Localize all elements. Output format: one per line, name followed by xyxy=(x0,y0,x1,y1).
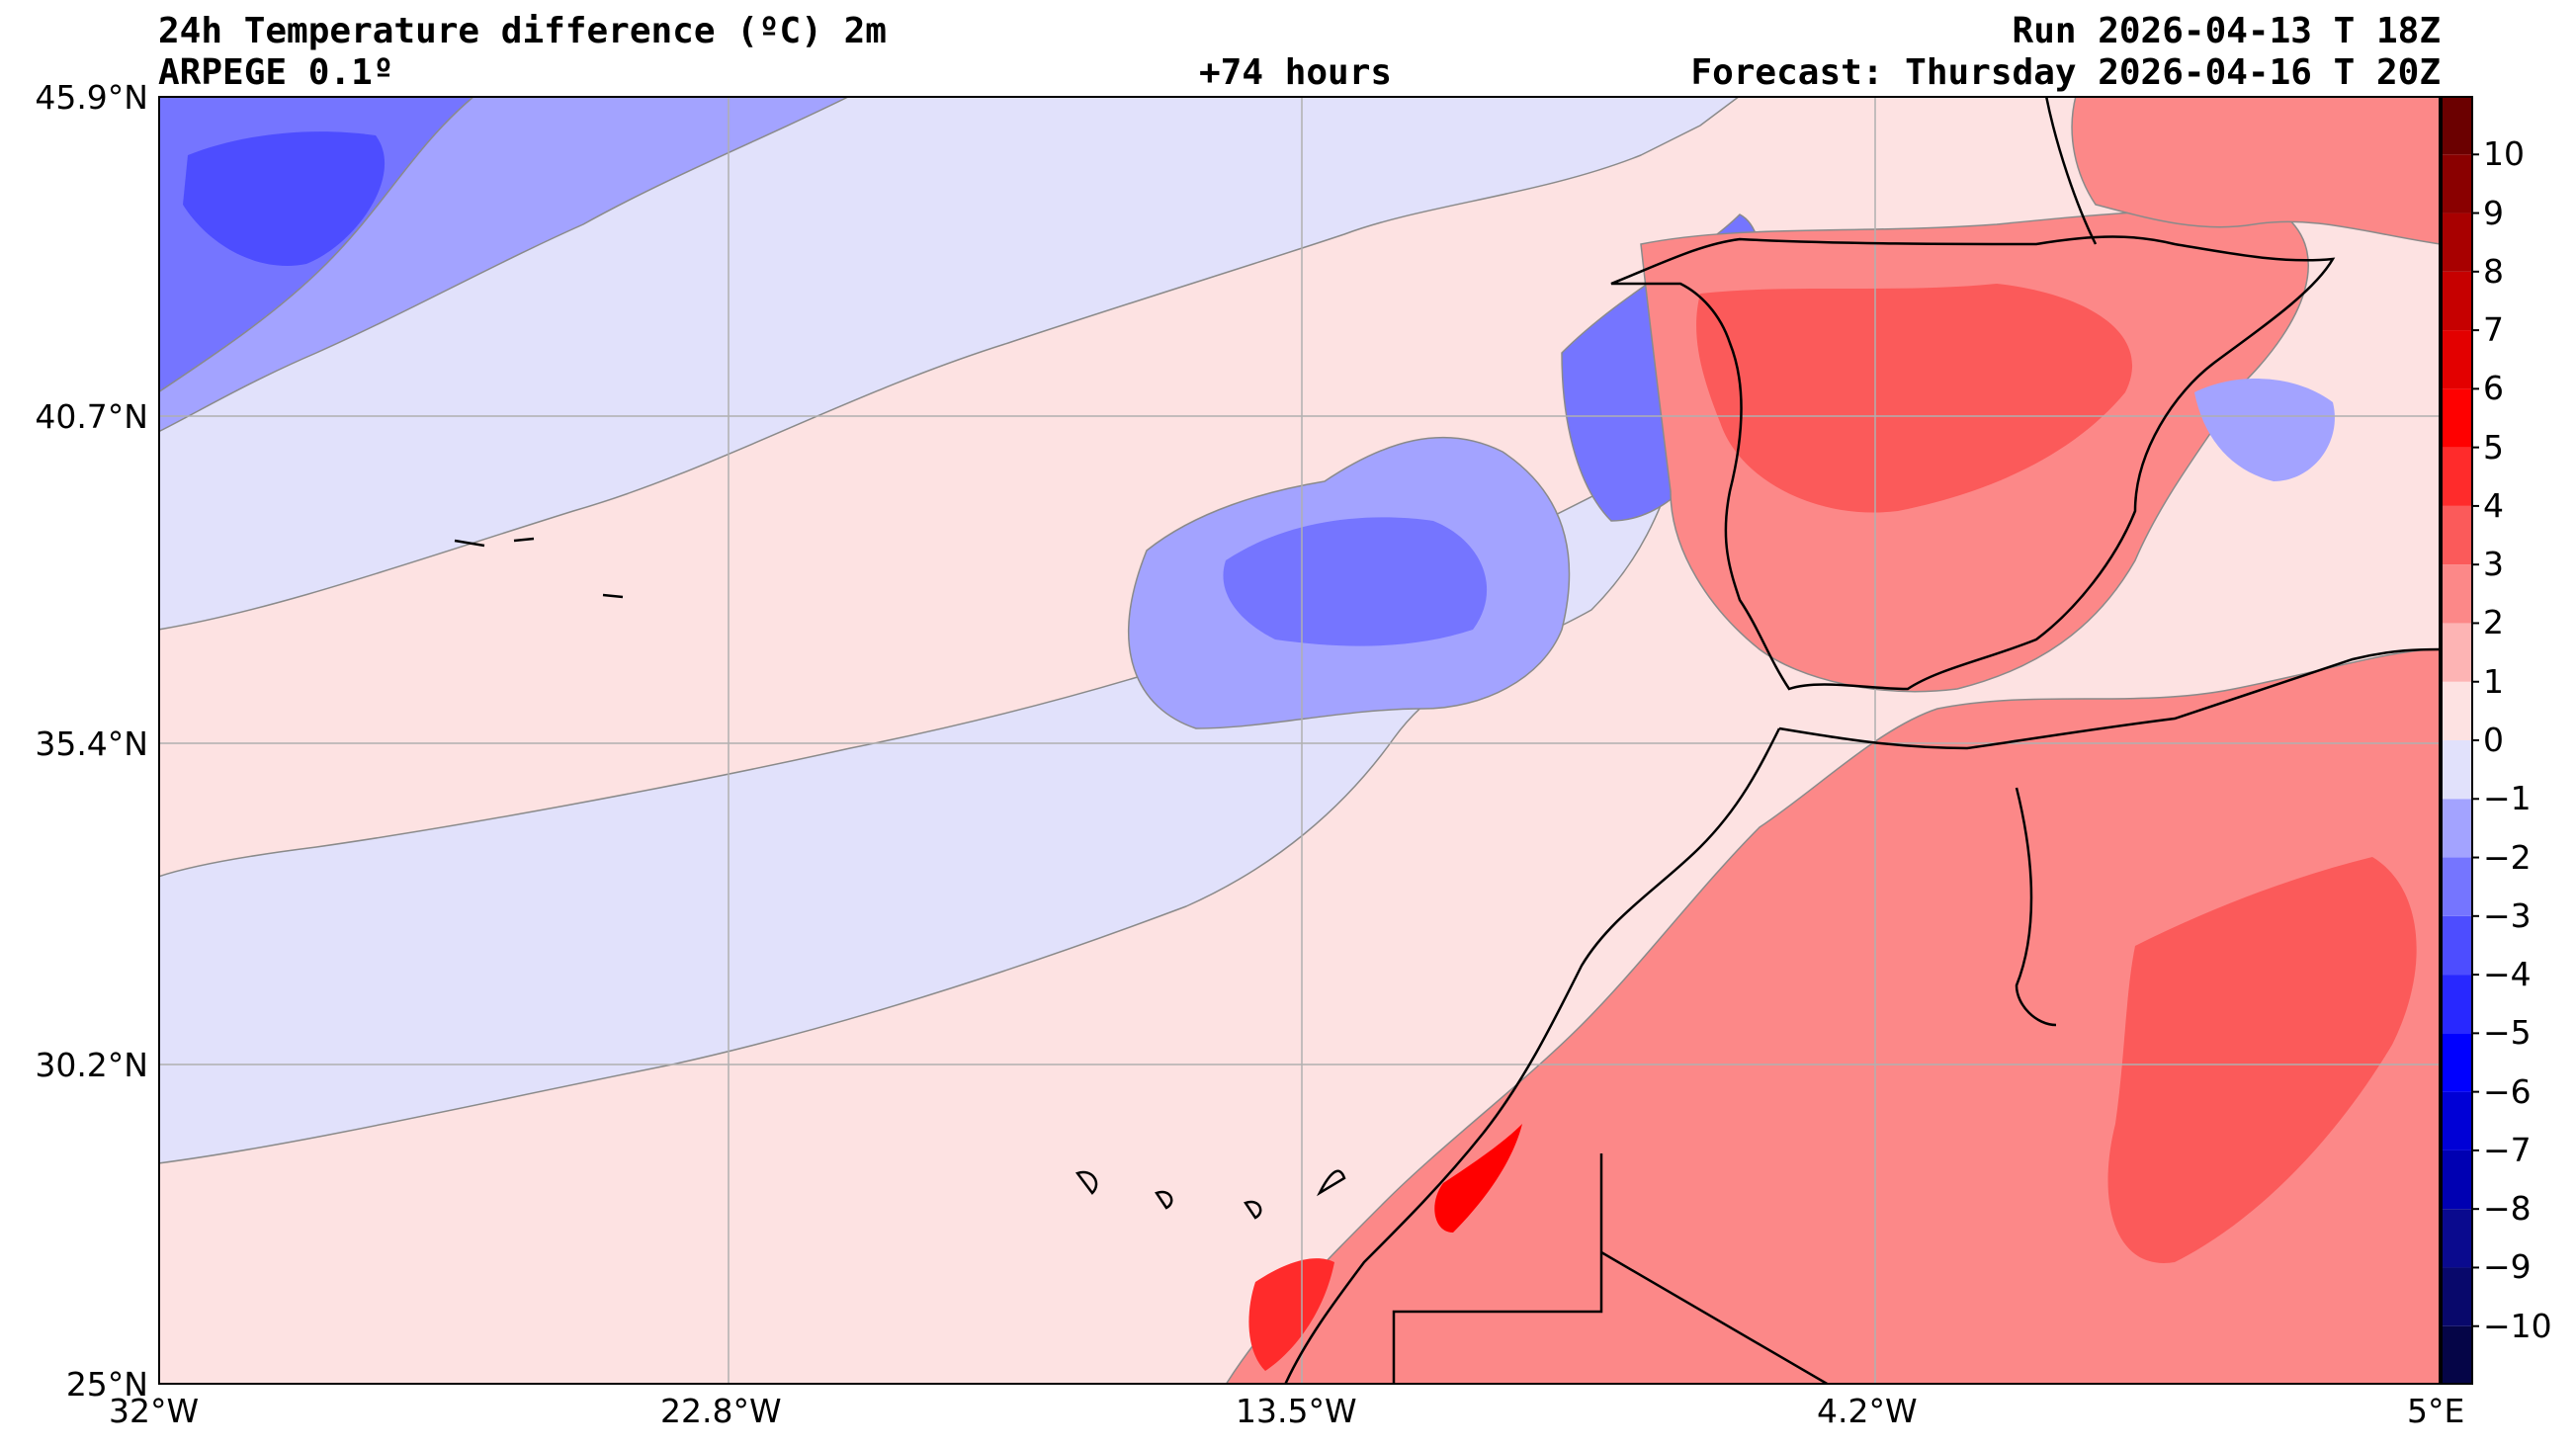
mediterranean-cool-patch xyxy=(2194,379,2335,481)
colorbar-tick-label: 1 xyxy=(2483,661,2504,701)
lat-label-25: 25°N xyxy=(65,1365,148,1404)
morocco-coast-hot xyxy=(1434,1124,1522,1233)
colorbar xyxy=(2441,96,2479,1385)
border-sahara xyxy=(1392,1153,1603,1385)
azores-islands xyxy=(454,537,624,599)
lon-label-13.5W: 13.5°W xyxy=(1236,1392,1357,1430)
france-coastline xyxy=(2044,96,2098,245)
colorbar-tick-label: −10 xyxy=(2483,1306,2552,1345)
north-atlantic-cool-3 xyxy=(183,131,386,266)
lon-label-5E: 5°E xyxy=(2407,1392,2465,1430)
border-algeria xyxy=(2015,787,2057,1027)
colorbar-segment xyxy=(2441,623,2473,682)
model-label: ARPEGE 0.1º xyxy=(158,52,394,93)
canary-islands xyxy=(1074,1169,1346,1220)
colorbar-tick-label: −5 xyxy=(2483,1013,2532,1053)
colorbar-segment xyxy=(2441,1209,2473,1268)
colorbar-segment xyxy=(2441,681,2473,740)
colorbar-segment xyxy=(2441,330,2473,389)
colorbar-tick-label: 9 xyxy=(2483,193,2504,232)
iberia-coastline xyxy=(1610,235,2336,691)
colorbar-tick-label: −4 xyxy=(2483,955,2532,994)
colorbar-segment xyxy=(2441,1267,2473,1326)
colorbar-segment xyxy=(2441,271,2473,331)
colorbar-tick-label: −8 xyxy=(2483,1189,2532,1229)
colorbar-segment xyxy=(2441,857,2473,916)
colorbar-frame xyxy=(2441,96,2473,1385)
colorbar-tick-label: −9 xyxy=(2483,1247,2532,1287)
lat-label-45.9: 45.9°N xyxy=(35,78,148,117)
colorbar-tick-label: 4 xyxy=(2483,485,2504,525)
colorbar-segment xyxy=(2441,1325,2473,1385)
colorbar-tick-label: −6 xyxy=(2483,1071,2532,1111)
colorbar-segment xyxy=(2441,740,2473,800)
lon-label-32W: 32°W xyxy=(109,1392,200,1430)
chart-title: 24h Temperature difference (ºC) 2m xyxy=(158,11,887,51)
colorbar-segment xyxy=(2441,1150,2473,1210)
colorbar-tick-label: 5 xyxy=(2483,427,2504,467)
forecast-label: Forecast: Thursday 2026-04-16 T 20Z xyxy=(1690,52,2441,93)
colorbar-segment xyxy=(2441,799,2473,858)
lon-label-4.2W: 4.2°W xyxy=(1817,1392,1918,1430)
colorbar-segment xyxy=(2441,388,2473,448)
colorbar-tick-label: 7 xyxy=(2483,310,2504,350)
colorbar-tick-label: −1 xyxy=(2483,779,2532,818)
colorbar-tick-label: 0 xyxy=(2483,721,2504,759)
map-gridlines xyxy=(158,96,2441,1385)
central-cool-core xyxy=(1223,517,1488,646)
france-warm xyxy=(2071,96,2441,245)
colorbar-tick-label: −2 xyxy=(2483,837,2532,877)
colorbar-tick-label: 2 xyxy=(2483,603,2504,642)
colorbar-tick-label: 10 xyxy=(2483,134,2525,174)
colorbar-segment xyxy=(2441,564,2473,624)
colorbar-tick-label: −7 xyxy=(2483,1130,2532,1169)
colorbar-segment xyxy=(2441,1091,2473,1150)
colorbar-tick-label: 3 xyxy=(2483,545,2504,584)
lead-time-label: +74 hours xyxy=(1199,52,1393,93)
lat-label-30.2: 30.2°N xyxy=(35,1046,148,1084)
lat-label-35.4: 35.4°N xyxy=(35,724,148,763)
colorbar-segment xyxy=(2441,915,2473,976)
map-frame xyxy=(158,96,2441,1385)
colorbar-segment xyxy=(2441,1033,2473,1092)
iberia-warm-core xyxy=(1696,284,2133,513)
lon-label-22.8W: 22.8°W xyxy=(660,1392,782,1430)
colorbar-segment xyxy=(2441,505,2473,565)
colorbar-segment xyxy=(2441,447,2473,506)
colorbar-tick-label: 6 xyxy=(2483,369,2504,408)
colorbar-segment xyxy=(2441,154,2473,213)
sahara-coast-hot xyxy=(1248,1258,1334,1371)
run-label: Run 2026-04-13 T 18Z xyxy=(2012,11,2441,51)
colorbar-segment xyxy=(2441,213,2473,272)
lat-label-40.7: 40.7°N xyxy=(35,397,148,436)
north-africa-coastline xyxy=(1778,647,2441,750)
north-africa-warm-core xyxy=(2107,857,2417,1263)
colorbar-tick-label: −3 xyxy=(2483,895,2532,935)
atlantic-africa-coastline xyxy=(1283,727,1781,1385)
border-mauritania xyxy=(1600,1250,1830,1385)
colorbar-segment xyxy=(2441,975,2473,1034)
colorbar-segment xyxy=(2441,96,2473,155)
colorbar-tick-label: 8 xyxy=(2483,251,2504,291)
coastlines xyxy=(454,96,2441,1385)
temperature-map xyxy=(158,96,2441,1385)
